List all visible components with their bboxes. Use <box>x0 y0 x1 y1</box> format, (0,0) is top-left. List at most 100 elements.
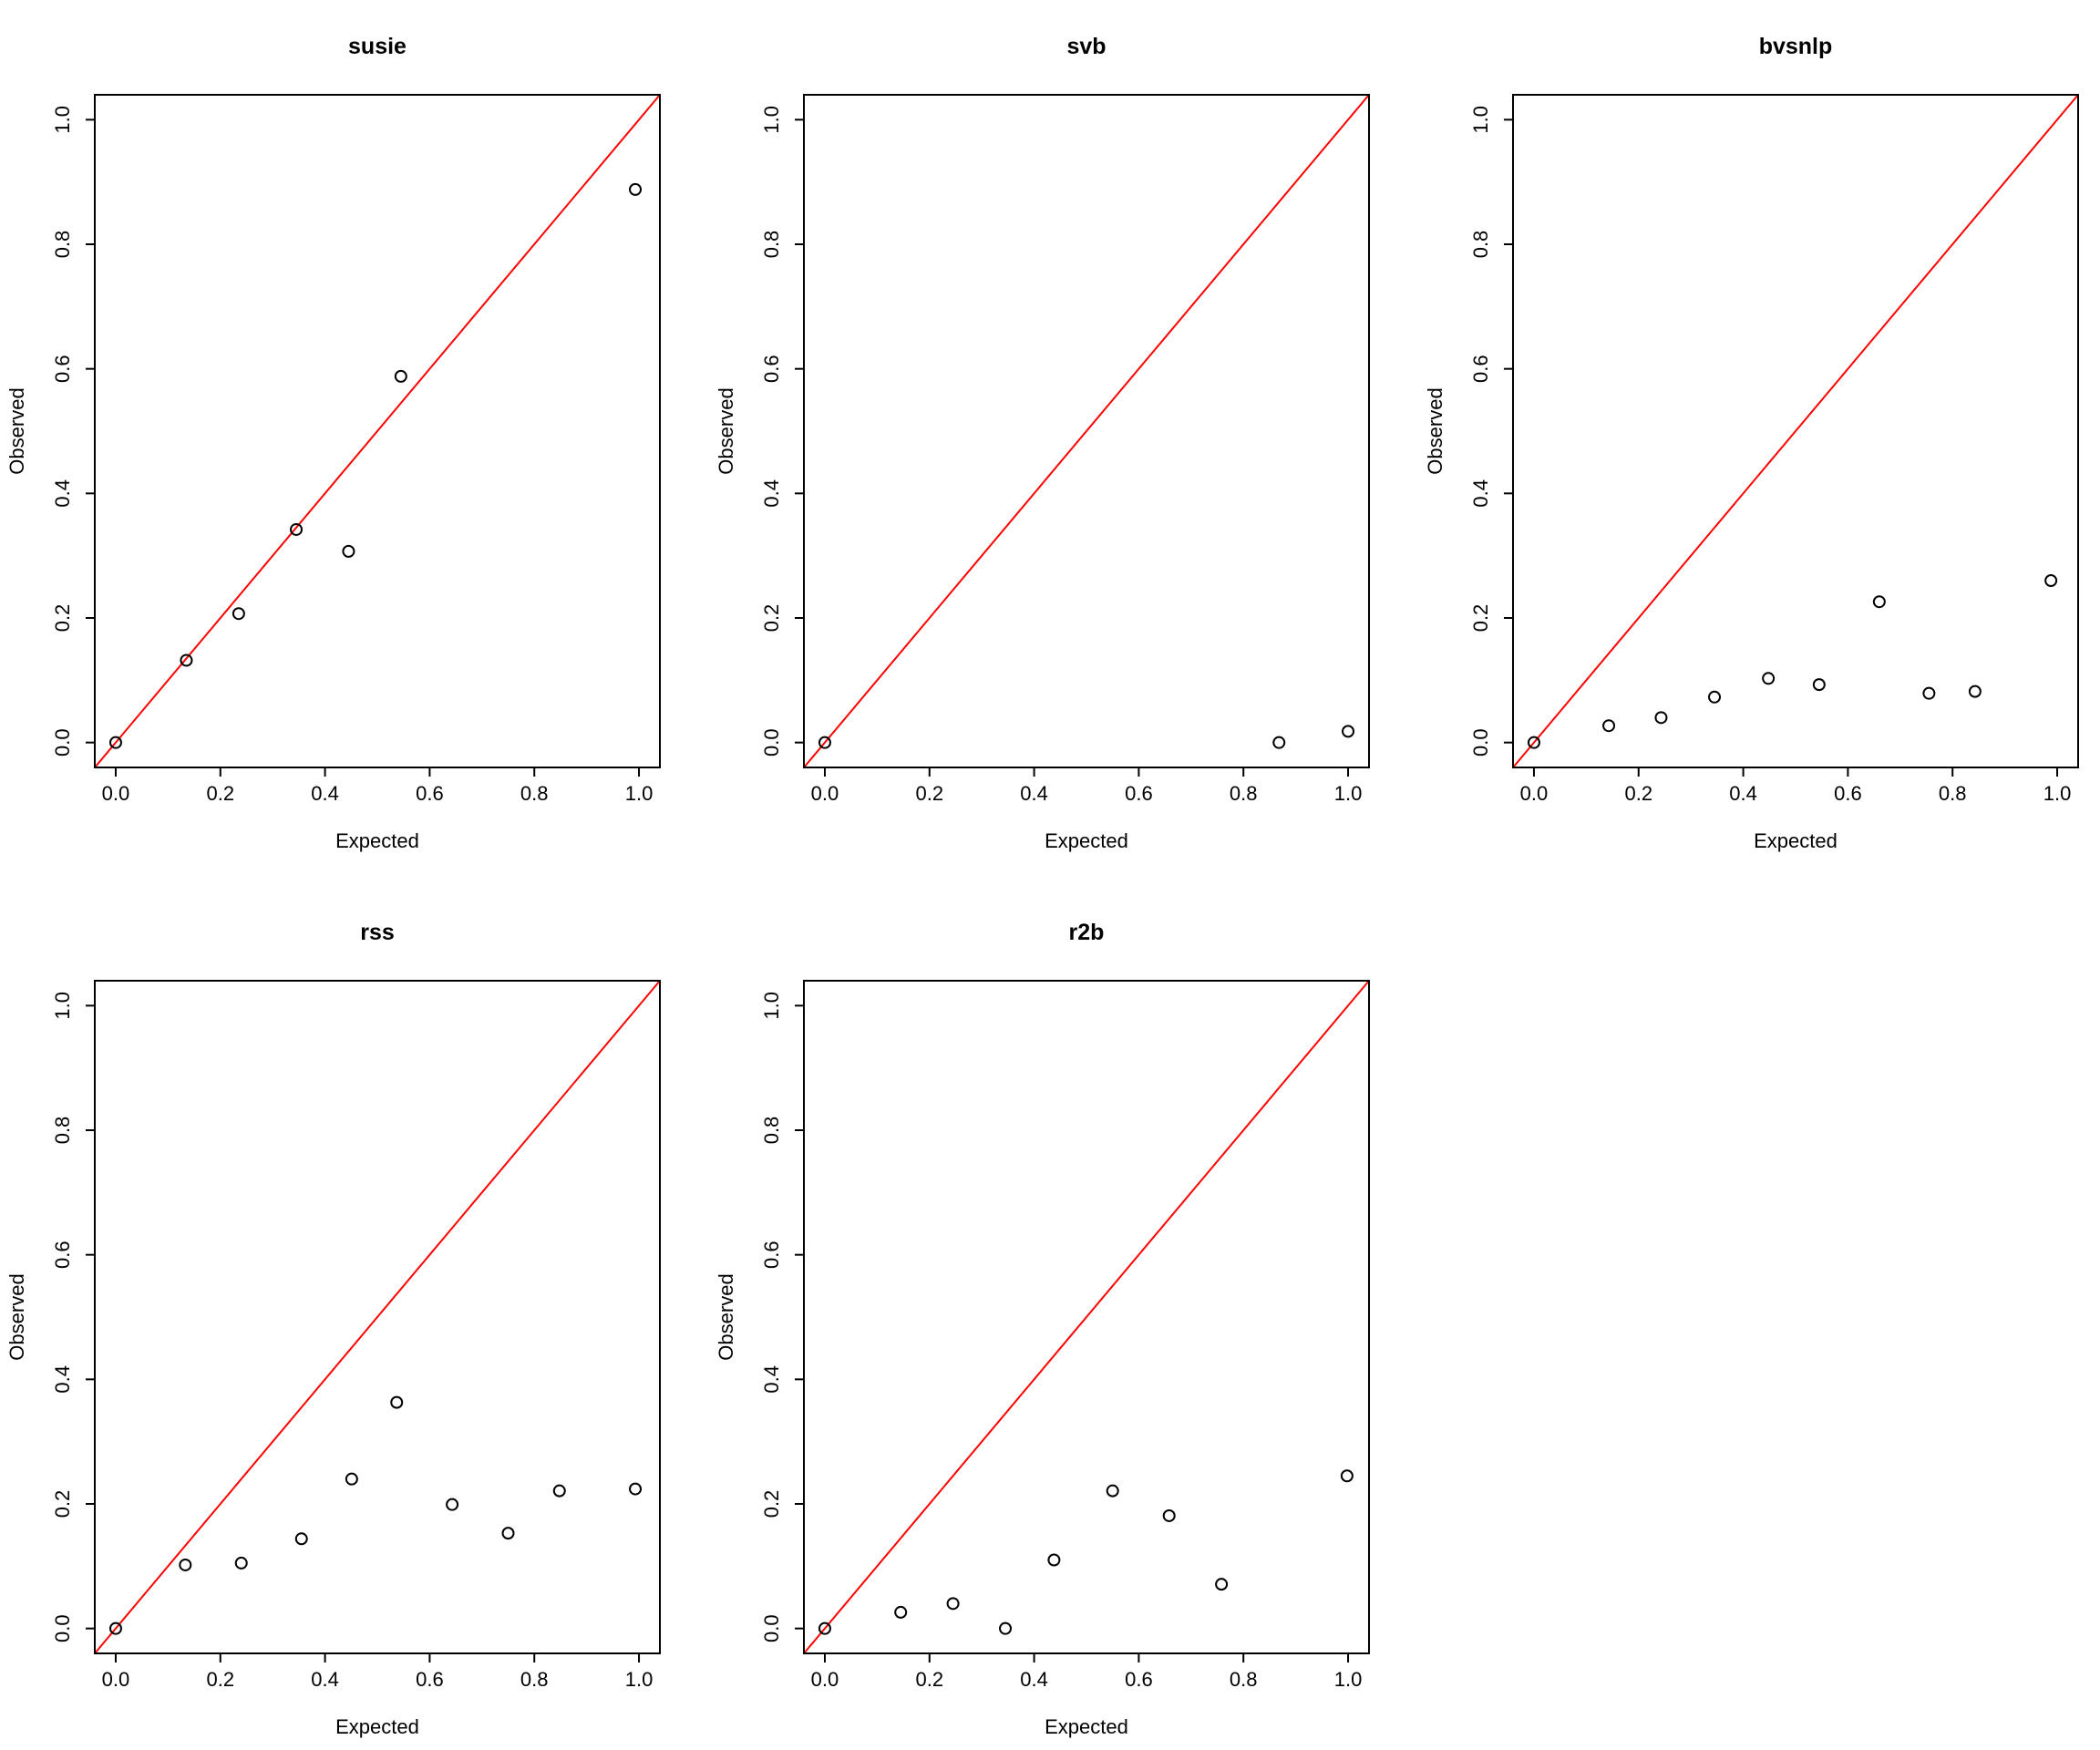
y-tick-label: 1.0 <box>51 106 74 134</box>
plot-frame <box>803 980 1370 1654</box>
y-tick-label: 0.2 <box>51 1490 74 1518</box>
x-tick-label: 1.0 <box>625 1668 654 1691</box>
x-tick-label: 1.0 <box>625 782 654 805</box>
x-tick-label: 0.2 <box>1624 782 1652 805</box>
y-axis-label: Observed <box>5 1273 28 1360</box>
chart-panel-svb: 0.0 0.2 0.4 0.6 0.8 1.0 0.0 0.2 0.4 0.6 0.8 1.0 svb E… <box>715 34 1370 852</box>
data-point <box>446 1498 459 1511</box>
data-point <box>629 182 643 196</box>
y-axis-label: Observed <box>1424 387 1446 474</box>
y-tick-label: 0.4 <box>760 479 783 508</box>
data-point <box>1708 690 1722 704</box>
plot-frame <box>94 94 661 768</box>
x-tick-label: 0.6 <box>1834 782 1862 805</box>
data-point <box>290 522 304 536</box>
data-point <box>390 1395 404 1409</box>
data-point <box>501 1527 515 1540</box>
y-tick-label: 1.0 <box>760 106 783 134</box>
y-tick-label: 0.0 <box>760 728 783 757</box>
plot-frame <box>803 94 1370 768</box>
data-point <box>894 1605 908 1619</box>
y-tick-label: 0.4 <box>1469 479 1492 508</box>
x-tick-label: 0.0 <box>1520 782 1549 805</box>
x-axis-label: Expected <box>1754 829 1838 852</box>
chart-title: susie <box>348 34 407 59</box>
data-point <box>1215 1578 1229 1591</box>
data-point <box>342 544 355 558</box>
data-point <box>234 1556 248 1570</box>
data-point <box>1162 1508 1176 1522</box>
data-point <box>1654 711 1668 725</box>
data-point <box>1047 1553 1061 1567</box>
y-tick-label: 0.8 <box>51 231 74 259</box>
data-point <box>232 607 245 621</box>
data-point <box>552 1484 566 1498</box>
data-point <box>1106 1484 1119 1498</box>
y-tick-label: 0.6 <box>760 1240 783 1269</box>
plot-frame <box>1512 94 2079 768</box>
y-tick-label: 0.0 <box>51 728 74 757</box>
x-tick-label: 0.6 <box>1125 1668 1153 1691</box>
x-tick-label: 0.8 <box>520 1668 549 1691</box>
y-tick-label: 0.4 <box>760 1365 783 1394</box>
x-tick-label: 1.0 <box>2043 782 2072 805</box>
x-tick-label: 0.4 <box>1020 782 1048 805</box>
data-point <box>946 1597 960 1611</box>
y-tick-label: 0.0 <box>760 1614 783 1642</box>
x-tick-label: 0.0 <box>811 1668 839 1691</box>
data-point <box>818 1621 831 1635</box>
x-tick-label: 0.4 <box>311 1668 339 1691</box>
data-point <box>1968 685 1982 698</box>
x-tick-label: 1.0 <box>1334 782 1363 805</box>
x-tick-label: 0.2 <box>206 1668 234 1691</box>
y-tick-label: 0.2 <box>760 1490 783 1518</box>
data-point <box>1602 719 1616 733</box>
x-tick-label: 0.6 <box>416 1668 444 1691</box>
data-point <box>1812 678 1826 692</box>
y-axis-label: Observed <box>715 1273 737 1360</box>
y-tick-label: 1.0 <box>760 992 783 1020</box>
chart-title: rss <box>360 920 395 945</box>
data-point <box>108 736 122 749</box>
chart-title: r2b <box>1069 920 1105 945</box>
y-tick-label: 1.0 <box>51 992 74 1020</box>
reference-line <box>95 981 660 1653</box>
data-point <box>294 1532 308 1546</box>
chart-panel-r2b: 0.0 0.2 0.4 0.6 0.8 1.0 0.0 0.2 0.4 0.6 0.8 1.0 r2b E… <box>715 920 1370 1738</box>
x-tick-label: 0.6 <box>1125 782 1153 805</box>
y-tick-label: 0.6 <box>1469 355 1492 383</box>
reference-line <box>804 981 1369 1653</box>
reference-line <box>804 95 1369 767</box>
y-tick-label: 0.8 <box>760 231 783 259</box>
chart-panel-rss: 0.0 0.2 0.4 0.6 0.8 1.0 0.0 0.2 0.4 0.6 0.8 1.0 rss E… <box>5 920 661 1738</box>
data-point <box>1872 595 1886 609</box>
x-tick-label: 0.0 <box>811 782 839 805</box>
x-tick-label: 1.0 <box>1334 1668 1363 1691</box>
data-point <box>180 654 193 667</box>
y-tick-label: 0.2 <box>51 604 74 633</box>
x-tick-label: 0.8 <box>520 782 549 805</box>
x-tick-label: 0.2 <box>206 782 234 805</box>
x-tick-label: 0.4 <box>1729 782 1757 805</box>
data-point <box>1342 725 1355 738</box>
data-point <box>2044 574 2058 587</box>
x-tick-label: 0.0 <box>102 1668 130 1691</box>
y-axis-label: Observed <box>715 387 737 474</box>
data-point <box>179 1558 192 1571</box>
y-tick-label: 0.8 <box>760 1117 783 1145</box>
chart-panel-bvsnlp: 0.0 0.2 0.4 0.6 0.8 1.0 0.0 0.2 0.4 0.6 0.8 1.0 bvsn… <box>1424 34 2079 852</box>
reference-line <box>1513 95 2078 767</box>
data-point <box>818 736 831 749</box>
y-tick-label: 0.0 <box>51 1614 74 1642</box>
data-point <box>108 1621 122 1635</box>
chart-title: svb <box>1066 34 1106 59</box>
data-point <box>1922 686 1936 700</box>
x-tick-label: 0.0 <box>102 782 130 805</box>
x-tick-label: 0.2 <box>915 1668 943 1691</box>
chart-title: bvsnlp <box>1759 34 1833 59</box>
x-tick-label: 0.8 <box>1230 1668 1258 1691</box>
x-axis-label: Expected <box>1045 829 1128 852</box>
data-point <box>345 1472 358 1486</box>
x-tick-label: 0.6 <box>416 782 444 805</box>
